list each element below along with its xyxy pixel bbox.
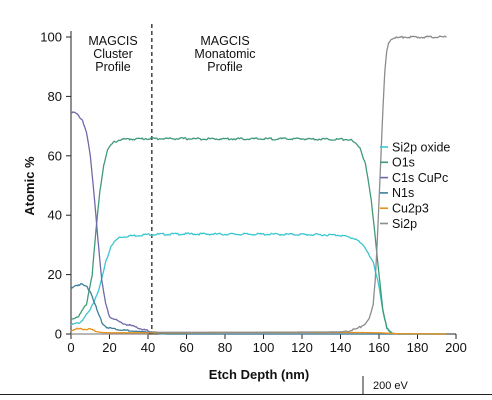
- x-tick-label: 100: [253, 340, 275, 355]
- series-line-si2p: [71, 35, 447, 335]
- legend-label: Si2p: [392, 217, 417, 231]
- series-line-si2p-oxide: [70, 232, 447, 335]
- x-tick-label: 40: [141, 340, 155, 355]
- monatomic-profile-label-line-3: Profile: [207, 60, 242, 74]
- legend-label: Cu2p3: [392, 202, 429, 216]
- y-axis-title: Atomic %: [22, 156, 37, 216]
- y-tick-label: 80: [48, 89, 62, 104]
- x-tick-label: 160: [368, 340, 390, 355]
- y-tick-label: 40: [48, 208, 62, 223]
- y-ticks: 0 20 40 60 80 100: [40, 30, 71, 342]
- x-tick-label: 140: [330, 340, 352, 355]
- legend-label: C1s CuPc: [392, 171, 448, 185]
- monatomic-profile-label-line-1: MAGCIS: [200, 34, 249, 48]
- x-tick-label: 80: [218, 340, 232, 355]
- x-tick-label: 120: [291, 340, 313, 355]
- legend-label: Si2p oxide: [392, 140, 450, 154]
- y-tick-label: 0: [55, 327, 62, 342]
- monatomic-profile-label-line-2: Monatomic: [194, 47, 255, 61]
- cluster-profile-label-line-3: Profile: [95, 60, 130, 74]
- series-line-o1s: [70, 137, 447, 335]
- series-line-n1s: [70, 283, 447, 335]
- x-ticks: 0 20 40 60 80 100 120 140 160 180 200: [67, 334, 467, 355]
- legend-label: O1s: [392, 156, 415, 170]
- y-tick-label: 60: [48, 148, 62, 163]
- x-axis-title: Etch Depth (nm): [209, 367, 309, 382]
- series-lines: [70, 35, 447, 335]
- x-tick-label: 180: [407, 340, 429, 355]
- y-tick-label: 20: [48, 267, 62, 282]
- x-tick-label: 60: [179, 340, 193, 355]
- series-line-c1s-cupc: [70, 111, 447, 335]
- legend-label: N1s: [392, 186, 414, 200]
- cluster-profile-label-line-1: MAGCIS: [88, 34, 137, 48]
- y-tick-label: 100: [40, 30, 62, 45]
- cluster-profile-label-line-2: Cluster: [93, 47, 133, 61]
- x-tick-label: 20: [102, 340, 116, 355]
- footer-note: 200 eV: [373, 380, 409, 392]
- x-tick-label: 0: [67, 340, 74, 355]
- x-tick-label: 200: [445, 340, 467, 355]
